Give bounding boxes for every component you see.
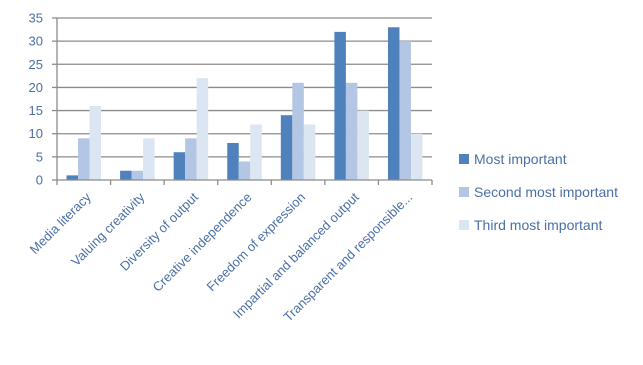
y-tick-label: 25: [29, 57, 43, 72]
legend-item-second-most-important: Second most important: [459, 181, 618, 203]
legend-item-third-most-important: Third most important: [459, 214, 618, 236]
axes: [52, 17, 433, 185]
bar: [89, 105, 102, 180]
x-tick-label: Creative independence: [149, 190, 254, 295]
y-tick-label: 30: [29, 34, 43, 49]
bar: [292, 82, 304, 180]
bar: [196, 78, 209, 180]
bar: [131, 170, 144, 180]
legend-label: Most important: [474, 151, 567, 167]
legend-label: Third most important: [474, 217, 603, 233]
bar: [238, 161, 251, 180]
gridlines: [57, 17, 432, 158]
bar: [173, 152, 186, 180]
bar: [78, 138, 90, 180]
legend: Most important Second most important Thi…: [459, 148, 618, 247]
bar: [250, 124, 262, 180]
bar: [120, 170, 132, 180]
y-tick-label: 35: [29, 11, 43, 26]
bar: [399, 41, 411, 181]
legend-item-most-important: Most important: [459, 148, 618, 170]
bar: [303, 124, 316, 180]
legend-swatch: [459, 154, 469, 164]
bar: [66, 175, 79, 180]
legend-swatch: [459, 187, 469, 197]
y-tick-label: 10: [29, 126, 43, 141]
y-tick-label: 0: [36, 173, 43, 188]
bar: [334, 31, 346, 181]
legend-swatch: [459, 220, 469, 230]
legend-label: Second most important: [474, 184, 618, 200]
bar: [410, 133, 423, 180]
bar: [345, 82, 358, 180]
bar: [357, 110, 369, 180]
bars: [66, 27, 423, 181]
bar: [387, 27, 400, 181]
y-tick-label: 20: [29, 80, 43, 95]
bar: [143, 138, 155, 180]
y-tick-label: 15: [29, 103, 43, 118]
x-tick-label: Freedom of expression: [204, 190, 309, 295]
y-tick-label: 5: [36, 149, 43, 164]
bar: [227, 142, 239, 180]
bar: [185, 138, 197, 180]
bar: [280, 115, 293, 180]
